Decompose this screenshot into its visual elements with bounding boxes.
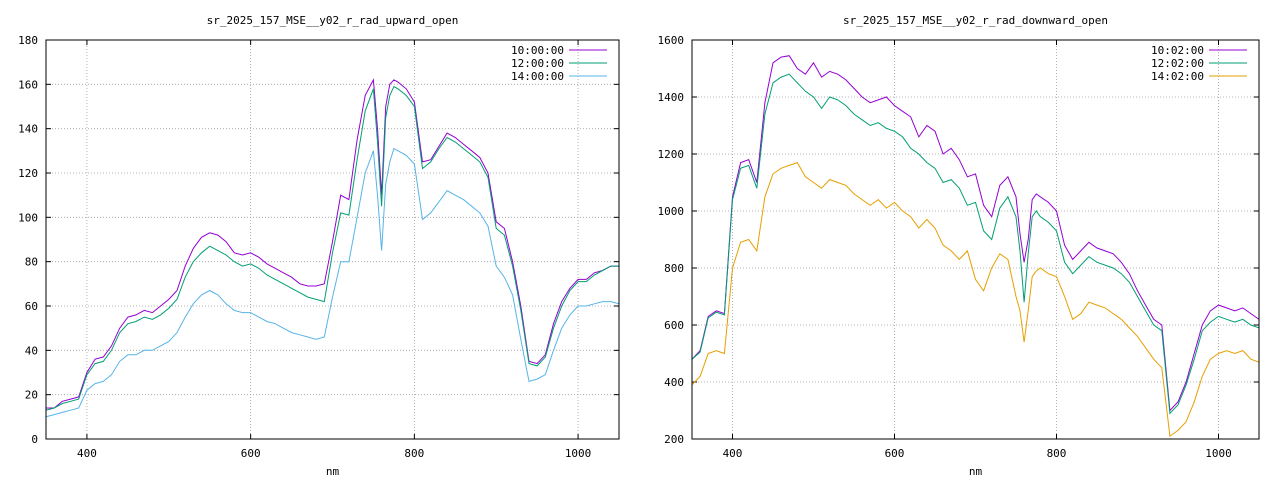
series-line-2	[692, 73, 1259, 415]
x-axis-label: nm	[969, 465, 983, 478]
legend-label: 10:00:00	[511, 44, 564, 57]
legend-label: 12:02:00	[1151, 57, 1204, 70]
y-tick-label: 1000	[658, 205, 685, 218]
x-tick-label: 600	[241, 447, 261, 460]
y-tick-label: 1400	[658, 91, 685, 104]
series-line-2	[46, 85, 619, 411]
chart-2: sr_2025_157_MSE__y02_r_rad_downward_open…	[658, 14, 1260, 478]
series-line-1	[46, 78, 619, 409]
y-tick-label: 140	[18, 123, 38, 136]
y-tick-label: 20	[25, 389, 38, 402]
chart-title: sr_2025_157_MSE__y02_r_rad_downward_open	[843, 14, 1108, 27]
x-tick-label: 1000	[1205, 447, 1232, 460]
series-line-3	[46, 147, 619, 418]
y-tick-label: 160	[18, 78, 38, 91]
y-tick-label: 40	[25, 344, 38, 357]
plot-frame	[691, 39, 1260, 440]
y-tick-label: 180	[18, 34, 38, 47]
legend-label: 10:02:00	[1151, 44, 1204, 57]
y-tick-label: 800	[664, 262, 684, 275]
y-tick-label: 200	[664, 433, 684, 446]
y-tick-label: 120	[18, 167, 38, 180]
y-tick-label: 60	[25, 300, 38, 313]
y-tick-label: 80	[25, 256, 38, 269]
y-tick-label: 600	[664, 319, 684, 332]
x-tick-label: 1000	[565, 447, 592, 460]
x-axis-label: nm	[326, 465, 340, 478]
y-tick-label: 1200	[658, 148, 685, 161]
plot-frame	[45, 39, 620, 440]
x-tick-label: 800	[404, 447, 424, 460]
x-tick-label: 600	[885, 447, 905, 460]
x-tick-label: 400	[723, 447, 743, 460]
y-tick-label: 400	[664, 376, 684, 389]
chart-title: sr_2025_157_MSE__y02_r_rad_upward_open	[207, 14, 459, 27]
series-line-3	[692, 161, 1259, 437]
y-tick-label: 1600	[658, 34, 685, 47]
x-tick-label: 800	[1047, 447, 1067, 460]
legend-label: 12:00:00	[511, 57, 564, 70]
x-tick-label: 400	[77, 447, 97, 460]
y-tick-label: 100	[18, 211, 38, 224]
series-line-1	[692, 55, 1259, 412]
legend-label: 14:02:00	[1151, 70, 1204, 83]
y-tick-label: 0	[31, 433, 38, 446]
legend-label: 14:00:00	[511, 70, 564, 83]
chart-1: sr_2025_157_MSE__y02_r_rad_upward_open 0 2…	[18, 14, 620, 478]
